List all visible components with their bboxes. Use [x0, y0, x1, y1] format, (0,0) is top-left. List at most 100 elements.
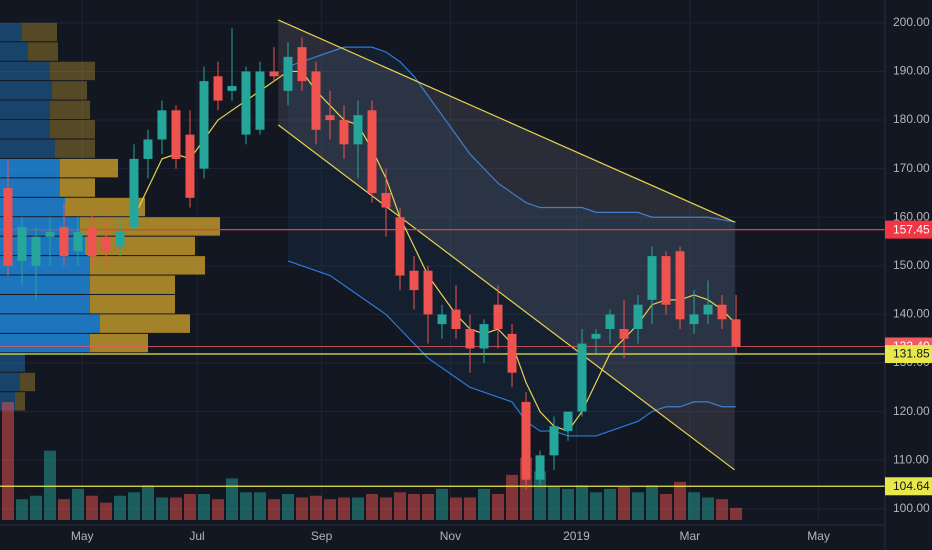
- volume-bar: [464, 497, 477, 520]
- volume-bar: [688, 492, 701, 520]
- candle-body: [437, 314, 447, 325]
- profile-up: [0, 158, 60, 178]
- x-tick-label: May: [71, 529, 94, 543]
- y-tick-label: 200.00: [893, 15, 930, 29]
- volume-bar: [57, 499, 70, 520]
- volume-bar: [604, 488, 617, 520]
- profile-up: [0, 256, 90, 275]
- candle-body: [395, 217, 405, 276]
- profile-up: [0, 139, 55, 158]
- profile-down: [90, 294, 175, 314]
- candle-body: [507, 333, 517, 373]
- x-tick-label: May: [807, 529, 830, 543]
- volume-bar: [29, 495, 42, 520]
- profile-up: [0, 314, 100, 333]
- price-axis: [885, 0, 932, 550]
- volume-bar: [548, 487, 561, 520]
- price-label-box: [885, 345, 932, 364]
- profile-down: [50, 120, 95, 139]
- candle-body: [115, 231, 125, 247]
- x-tick-label: Nov: [440, 529, 461, 543]
- candle-body: [535, 455, 545, 480]
- candle-body: [367, 110, 377, 193]
- volume-bar: [492, 494, 505, 520]
- volume-bar: [141, 485, 154, 520]
- candle-body: [703, 304, 713, 315]
- y-tick-label: 190.00: [893, 64, 930, 78]
- candle-body: [717, 304, 727, 320]
- candle-body: [17, 226, 27, 261]
- volume-bar: [99, 502, 112, 520]
- profile-up: [0, 100, 50, 120]
- candle-body: [87, 226, 97, 257]
- y-tick-label: 110.00: [893, 452, 929, 466]
- volume-bar: [338, 497, 351, 520]
- volume-bar: [281, 494, 294, 520]
- profile-up: [0, 294, 90, 314]
- x-tick-label: Mar: [679, 529, 700, 543]
- volume-bar: [169, 497, 182, 520]
- volume-bar: [127, 492, 140, 520]
- candle-body: [45, 231, 55, 237]
- profile-down: [22, 22, 57, 42]
- price-label-box: [885, 477, 932, 496]
- x-tick-label: Jul: [189, 529, 204, 543]
- candle-body: [479, 324, 489, 349]
- candle-body: [353, 115, 363, 145]
- profile-down: [90, 333, 148, 353]
- volume-bar: [310, 495, 323, 520]
- candle-body: [157, 110, 167, 140]
- profile-up: [0, 333, 90, 353]
- volume-bar: [296, 497, 309, 520]
- candle-body: [241, 71, 251, 135]
- candle-body: [143, 139, 153, 159]
- volume-bar: [478, 488, 491, 520]
- volume-bar: [450, 497, 463, 520]
- volume-bar: [225, 478, 238, 520]
- candle-body: [493, 304, 503, 330]
- candle-body: [619, 329, 629, 339]
- candle-body: [689, 314, 699, 325]
- volume-bar: [618, 487, 631, 520]
- volume-bar: [85, 495, 98, 520]
- profile-up: [0, 81, 52, 100]
- volume-bar: [506, 474, 519, 520]
- x-tick-label: Sep: [311, 529, 333, 543]
- candle-body: [647, 256, 657, 300]
- volume-bar: [576, 485, 589, 520]
- y-tick-label: 100.00: [893, 501, 930, 515]
- profile-down: [100, 314, 190, 333]
- profile-up: [0, 372, 20, 392]
- volume-bar: [1, 402, 14, 520]
- candle-body: [269, 71, 279, 77]
- candle-body: [129, 158, 139, 227]
- profile-down: [50, 100, 90, 120]
- profile-down: [60, 158, 118, 178]
- volume-bar: [702, 497, 715, 520]
- candle-body: [381, 192, 391, 208]
- candle-body: [591, 333, 601, 339]
- candle-body: [409, 270, 419, 291]
- candle-body: [73, 231, 83, 252]
- candle-body: [339, 120, 349, 145]
- candle-body: [297, 47, 307, 82]
- profile-down: [15, 392, 25, 411]
- volume-bar: [660, 494, 673, 520]
- volume-bar: [534, 471, 547, 520]
- volume-bar: [716, 499, 729, 520]
- candle-body: [255, 71, 265, 130]
- volume-bar: [646, 485, 659, 520]
- volume-bar: [71, 488, 84, 520]
- profile-down: [50, 61, 95, 81]
- price-label: 131.85: [893, 347, 930, 361]
- profile-up: [0, 22, 22, 42]
- volume-bar: [632, 492, 645, 520]
- candle-body: [605, 314, 615, 330]
- price-label: 157.45: [893, 222, 930, 236]
- candle-body: [171, 110, 181, 159]
- volume-bar: [267, 499, 280, 520]
- profile-down: [90, 275, 175, 294]
- candle-body: [227, 86, 237, 91]
- profile-down: [55, 139, 95, 158]
